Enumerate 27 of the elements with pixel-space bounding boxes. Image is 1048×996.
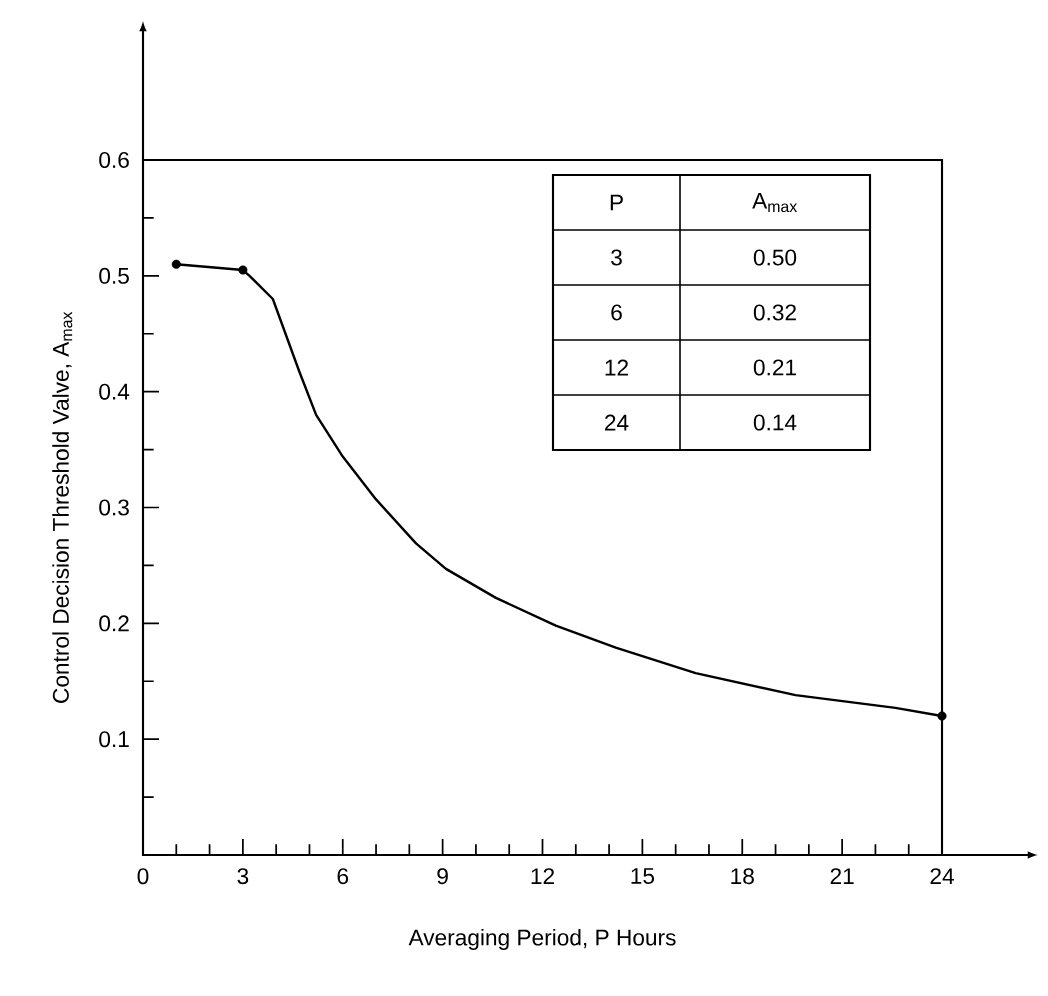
x-tick-label: 24: [930, 868, 954, 884]
x-tick-label: 18: [731, 868, 754, 885]
y-tick-label: 0.5: [99, 267, 129, 284]
x-tick-label: 3: [237, 868, 249, 885]
y-tick-label: 0.3: [99, 499, 129, 516]
x-tick-label: 9: [437, 868, 448, 885]
annotation: 24: [605, 414, 629, 431]
annotation: A$_{max}$: [752, 192, 798, 213]
x-axis-title: Averaging Period, P Hours: [408, 928, 676, 951]
x-tick-label: 0: [137, 868, 149, 885]
annotation: 0.21: [753, 359, 796, 376]
annotation: 0.32: [753, 304, 796, 321]
annotation: 6: [611, 304, 622, 321]
x-tick-label: 6: [337, 868, 349, 885]
annotation: 12: [605, 359, 628, 376]
annotation: 3: [611, 249, 622, 266]
annotation: 0.14: [753, 414, 797, 431]
y-tick-label: 0.1: [99, 731, 129, 748]
x-tick-label: 15: [631, 868, 655, 884]
annotation: 0.50: [753, 249, 797, 266]
y-tick-label: 0.2: [99, 615, 129, 632]
y-axis-title: Control Decision Threshold Valve, A$_{max}$: [52, 311, 73, 703]
annotation: P: [610, 194, 623, 211]
x-tick-label: 21: [830, 868, 854, 884]
x-tick-label: 12: [531, 868, 554, 884]
y-tick-label: 0.6: [99, 151, 129, 169]
y-tick-label: 0.4: [99, 383, 130, 400]
